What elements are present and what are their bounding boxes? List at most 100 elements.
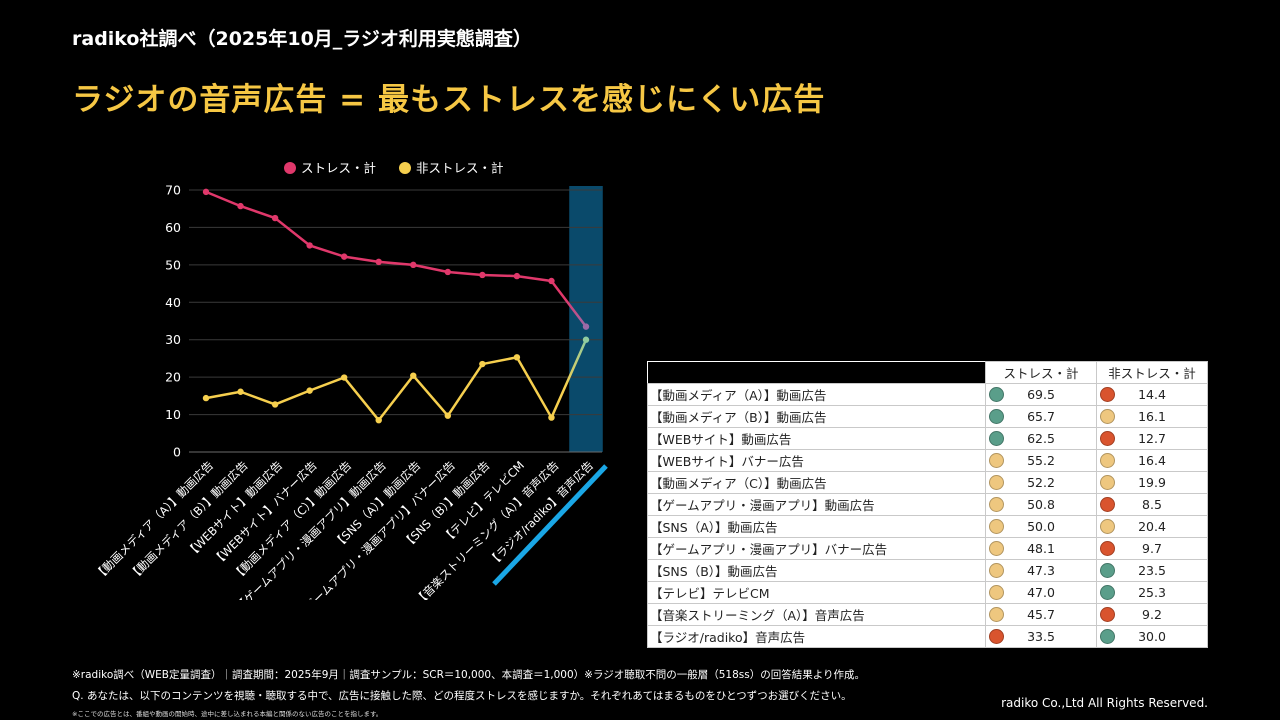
row-label: 【テレビ】テレビCM (647, 581, 986, 604)
series-segment-non-stress (515, 356, 553, 419)
non-stress-cell: 23.5 (1096, 559, 1208, 582)
stress-value: 47.0 (1027, 585, 1055, 600)
status-dot-icon (1100, 453, 1115, 468)
status-dot-icon (989, 563, 1004, 578)
data-point-stress (202, 188, 210, 196)
status-dot-icon (1100, 497, 1115, 512)
status-dot-icon (989, 497, 1004, 512)
row-label: 【ラジオ/radiko】音声広告 (647, 625, 986, 648)
row-label: 【WEBサイト】動画広告 (647, 427, 986, 450)
series-segment-stress (550, 279, 588, 328)
status-dot-icon (1100, 607, 1115, 622)
y-tick-label: 60 (165, 220, 181, 235)
series-segment-stress (239, 204, 277, 220)
stress-cell: 33.5 (985, 625, 1097, 648)
non-stress-cell: 19.9 (1096, 471, 1208, 494)
non-stress-cell: 25.3 (1096, 581, 1208, 604)
row-label: 【WEBサイト】バナー広告 (647, 449, 986, 472)
non-stress-value: 12.7 (1138, 431, 1166, 446)
highlight-band (569, 186, 603, 452)
stress-value: 50.0 (1027, 519, 1055, 534)
y-tick-label: 30 (165, 332, 181, 347)
non-stress-value: 14.4 (1138, 387, 1166, 402)
series-segment-stress (446, 270, 484, 277)
row-label: 【音楽ストリーミング（A）】音声広告 (647, 603, 986, 626)
footnote-definition: ※ここでの広告とは、番組や動画の開始時、途中に差し込まれる本編と関係のない広告の… (72, 710, 383, 718)
data-point-stress (513, 272, 521, 280)
series-segment-non-stress (550, 338, 588, 419)
status-dot-icon (1100, 387, 1115, 402)
status-dot-icon (1100, 431, 1115, 446)
non-stress-value: 9.7 (1142, 541, 1162, 556)
status-dot-icon (1100, 563, 1115, 578)
y-tick-label: 50 (165, 257, 181, 272)
stress-cell: 47.3 (985, 559, 1097, 582)
series-segment-non-stress (273, 389, 311, 406)
row-label: 【ゲームアプリ・漫画アプリ】動画広告 (647, 493, 986, 516)
stress-cell: 65.7 (985, 405, 1097, 428)
page-headline: ラジオの音声広告 = 最もストレスを感じにくい広告 (72, 82, 826, 118)
status-dot-icon (989, 519, 1004, 534)
non-stress-cell: 8.5 (1096, 493, 1208, 516)
series-segment-stress (308, 244, 346, 258)
status-dot-icon (989, 387, 1004, 402)
non-stress-value: 9.2 (1142, 607, 1162, 622)
series-segment-non-stress (204, 390, 242, 400)
table-row: 【ゲームアプリ・漫画アプリ】動画広告 50.8 8.5 (647, 493, 1208, 516)
series-segment-stress (412, 263, 450, 274)
non-stress-cell: 9.2 (1096, 603, 1208, 626)
data-point-stress (340, 253, 348, 260)
series-segment-stress (342, 255, 380, 264)
stress-value: 52.2 (1027, 475, 1055, 490)
data-point-non-stress (548, 414, 555, 421)
non-stress-cell: 14.4 (1096, 383, 1208, 406)
series-segment-stress (273, 216, 311, 247)
data-point-non-stress (340, 374, 348, 381)
stress-value: 48.1 (1027, 541, 1055, 556)
non-stress-cell: 9.7 (1096, 537, 1208, 560)
status-dot-icon (989, 453, 1004, 468)
status-dot-icon (989, 541, 1004, 556)
table-header-stress: ストレス・計 (985, 361, 1097, 384)
stress-table: ストレス・計 非ストレス・計 【動画メディア（A）】動画広告 69.5 14.4 【動… (647, 361, 1208, 648)
legend-marker-icon (284, 162, 296, 174)
highlight-underline (492, 464, 608, 586)
data-point-non-stress (375, 416, 382, 424)
copyright: radiko Co.,Ltd All Rights Reserved. (1001, 696, 1208, 710)
non-stress-value: 8.5 (1142, 497, 1162, 512)
table-header-blank (647, 361, 986, 384)
data-point-stress (582, 323, 590, 330)
stress-cell: 52.2 (985, 471, 1097, 494)
table-header-non-stress: 非ストレス・計 (1096, 361, 1208, 384)
stress-value: 45.7 (1027, 607, 1055, 622)
table-row: 【WEBサイト】動画広告 62.5 12.7 (647, 427, 1208, 450)
table-row: 【動画メディア（A）】動画広告 69.5 14.4 (647, 383, 1208, 406)
table-row: 【テレビ】テレビCM 47.0 25.3 (647, 581, 1208, 604)
stress-value: 65.7 (1027, 409, 1055, 424)
stress-value: 33.5 (1027, 629, 1055, 644)
data-point-non-stress (444, 412, 452, 419)
legend-label: ストレス・計 (301, 161, 376, 176)
status-dot-icon (989, 629, 1004, 644)
stress-cell: 62.5 (985, 427, 1097, 450)
stress-value: 50.8 (1027, 497, 1055, 512)
status-dot-icon (1100, 585, 1115, 600)
row-label: 【動画メディア（B）】動画広告 (647, 405, 986, 428)
status-dot-icon (989, 409, 1004, 424)
data-point-non-stress (271, 401, 279, 408)
table-row: 【WEBサイト】バナー広告 55.2 16.4 (647, 449, 1208, 472)
status-dot-icon (1100, 475, 1115, 490)
stress-value: 62.5 (1027, 431, 1055, 446)
series-segment-non-stress (446, 362, 484, 417)
non-stress-value: 16.1 (1138, 409, 1166, 424)
series-segment-stress (481, 273, 519, 278)
stress-cell: 50.8 (985, 493, 1097, 516)
stress-cell: 48.1 (985, 537, 1097, 560)
data-point-stress (410, 261, 417, 269)
stress-cell: 47.0 (985, 581, 1097, 604)
data-point-stress (444, 268, 452, 276)
stress-value: 55.2 (1027, 453, 1055, 468)
data-point-stress (479, 271, 486, 279)
data-point-stress (375, 258, 382, 266)
y-tick-label: 20 (165, 370, 181, 385)
